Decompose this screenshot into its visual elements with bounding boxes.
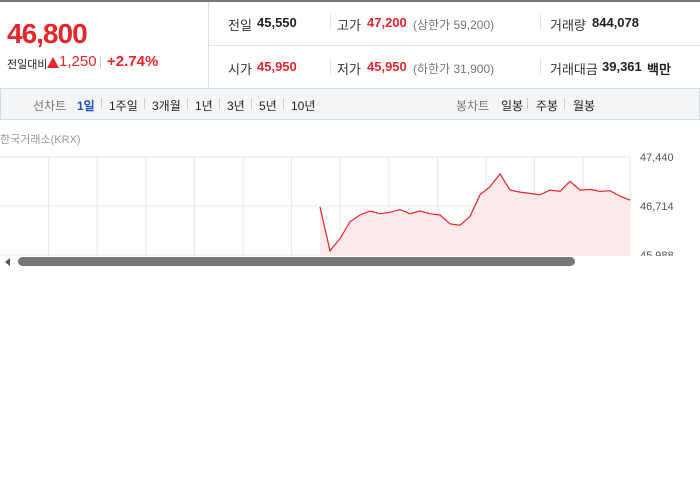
separator: [527, 98, 528, 109]
separator: [101, 98, 102, 109]
y-tick-label: 47,440: [640, 152, 674, 164]
tab[interactable]: 1일: [77, 99, 95, 113]
note: (하한가 31,900): [413, 62, 495, 76]
divider: [540, 58, 541, 74]
divider: [208, 2, 209, 89]
tab[interactable]: 10년: [291, 99, 316, 113]
tab[interactable]: 3개월: [152, 99, 181, 113]
separator: [283, 98, 284, 109]
tab[interactable]: 3년: [227, 99, 245, 113]
label: 거래대금: [550, 62, 598, 77]
value: 45,950: [257, 59, 297, 74]
value: 47,200: [367, 15, 407, 30]
tab-group-label: 봉차트: [456, 99, 490, 113]
separator: [144, 98, 145, 109]
tab[interactable]: 1년: [195, 99, 213, 113]
tab-group-label: 선차트: [33, 99, 67, 113]
price: 46,800: [7, 18, 88, 49]
separator: [251, 98, 252, 109]
separator: [187, 98, 188, 109]
chart: 47,440 46,714 45,988: [0, 152, 674, 257]
unit: 백만: [647, 62, 671, 77]
divider: [330, 58, 331, 74]
label: 시가: [228, 62, 252, 77]
divider: [540, 14, 541, 30]
tab-bar: [0, 88, 700, 120]
divider: [330, 14, 331, 30]
label: 고가: [337, 18, 361, 33]
area: [320, 173, 630, 257]
scroll-arrow[interactable]: [4, 257, 12, 267]
up-icon: [47, 57, 59, 68]
separator: [219, 98, 220, 109]
label: 거래량: [550, 18, 586, 33]
tab[interactable]: 1주일: [109, 99, 138, 113]
tab[interactable]: 5년: [259, 99, 277, 113]
source: 한국거래소(KRX): [0, 134, 81, 146]
tab[interactable]: 일봉: [501, 99, 524, 113]
label: 전일: [228, 18, 252, 33]
scroll-thumb[interactable]: [18, 257, 575, 266]
separator: [564, 98, 565, 109]
tab[interactable]: 주봉: [536, 99, 559, 113]
divider: [100, 56, 101, 69]
value: 844,078: [592, 15, 639, 30]
top-border: [0, 0, 700, 2]
note: (상한가 59,200): [413, 18, 495, 32]
divider: [209, 45, 700, 46]
y-tick-label: 45,988: [640, 250, 674, 257]
label: 저가: [337, 62, 361, 77]
value: 45,550: [257, 15, 297, 30]
value: 39,361: [602, 59, 642, 74]
y-tick-label: 46,714: [640, 201, 674, 213]
change: 1,250: [59, 53, 97, 70]
change-rate: +2.74%: [107, 53, 159, 70]
change-label: 전일대비: [7, 59, 48, 71]
tab[interactable]: 월봉: [573, 99, 596, 113]
value: 45,950: [367, 59, 407, 74]
line: [319, 172, 631, 253]
